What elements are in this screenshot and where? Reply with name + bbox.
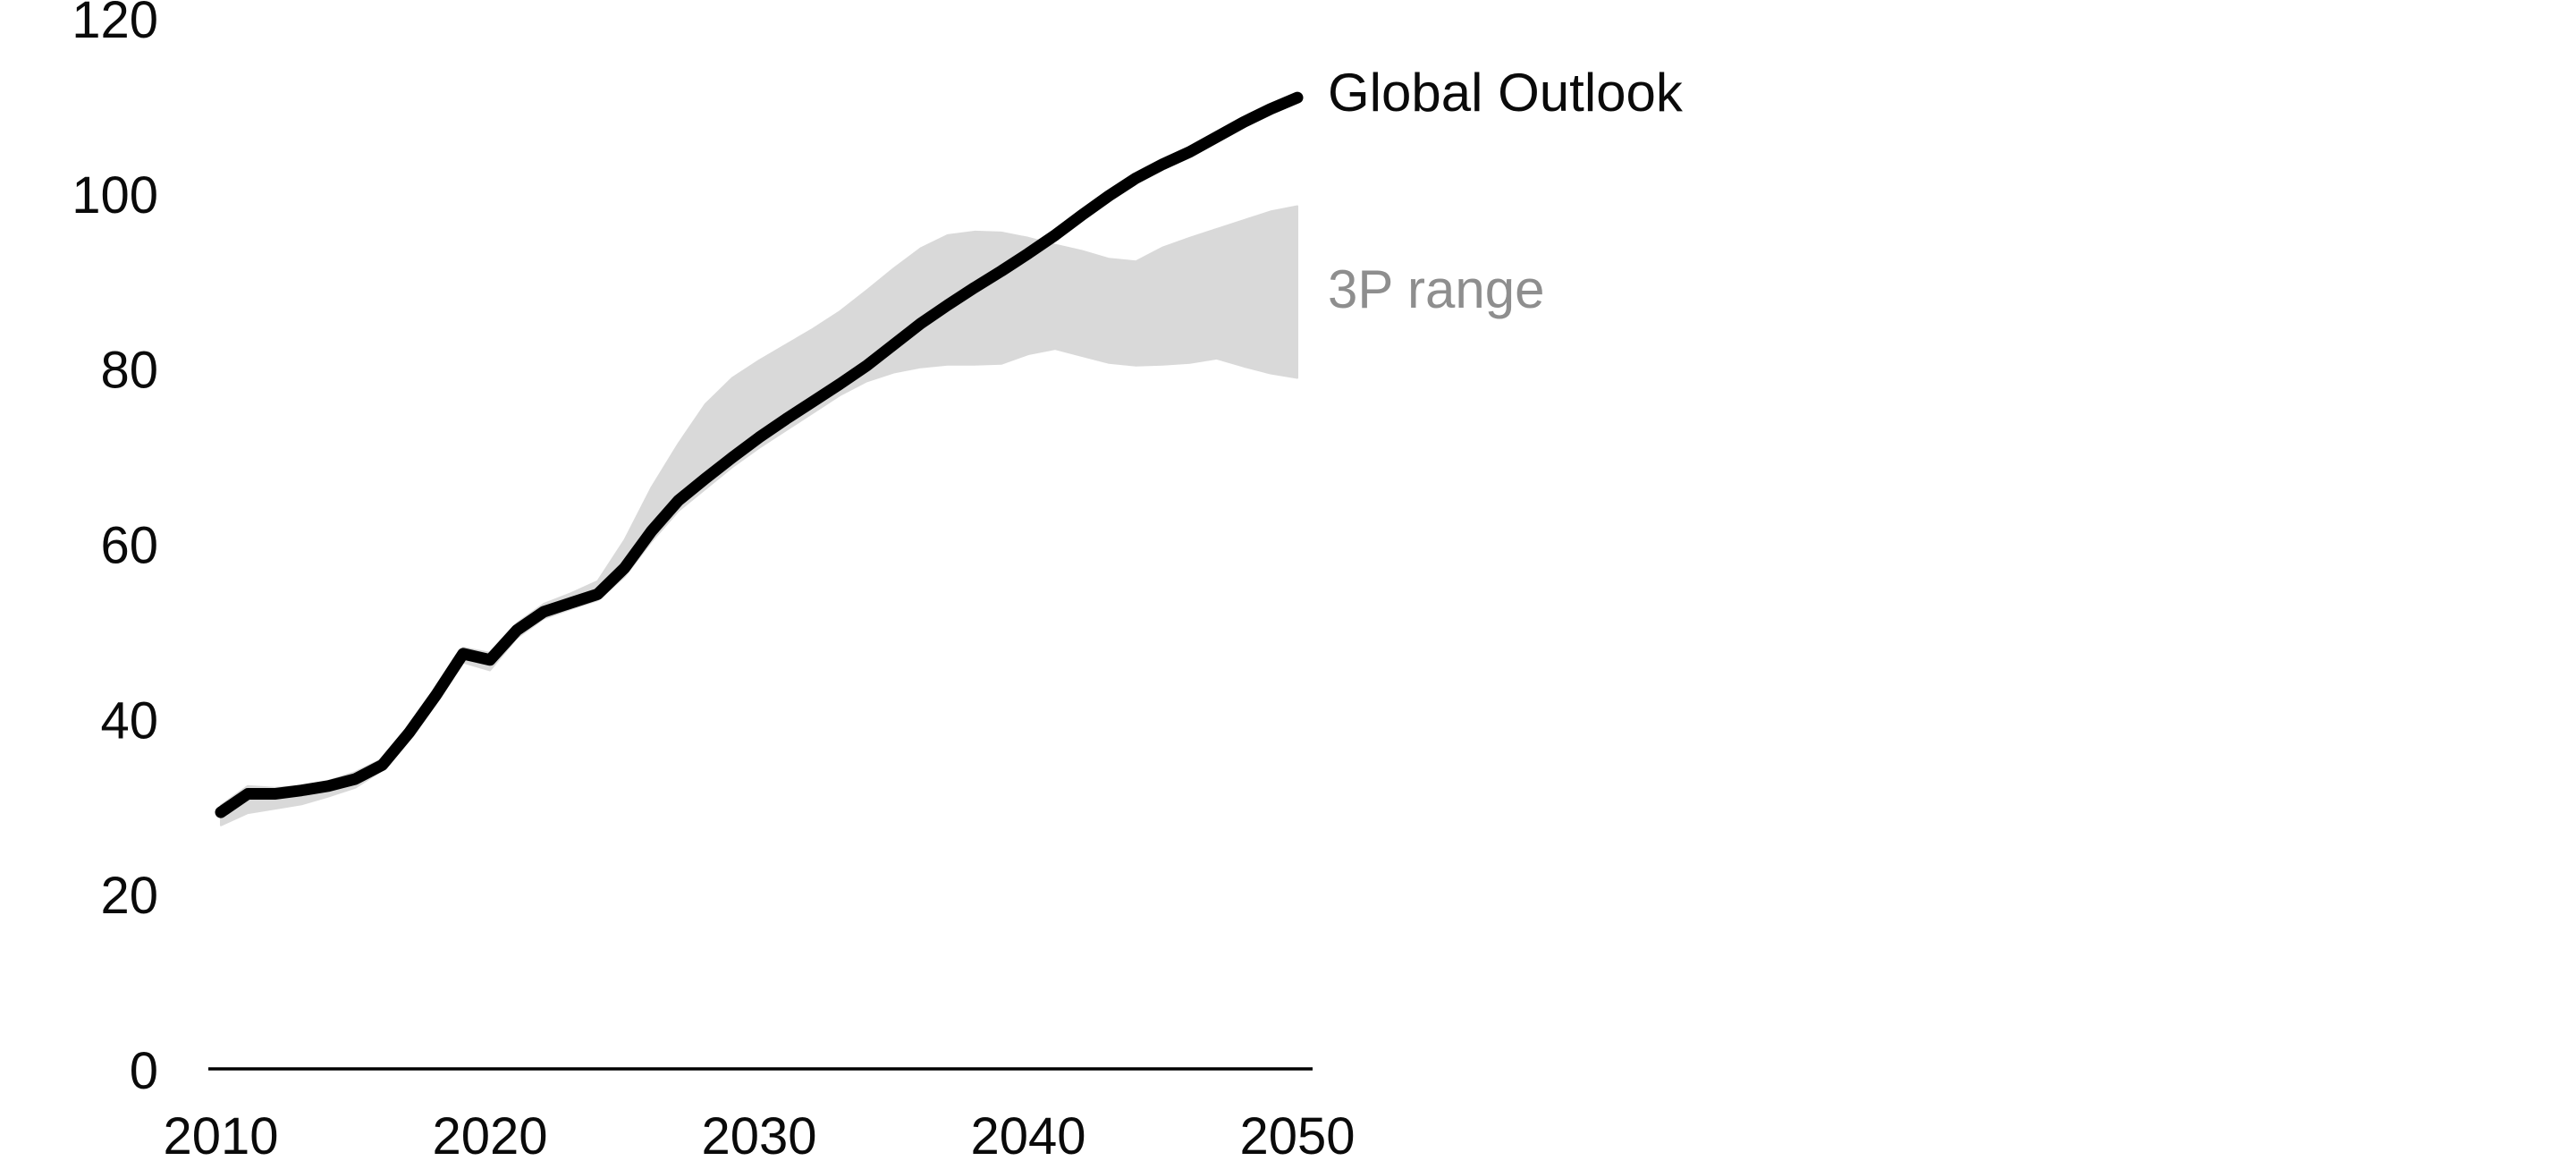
- y-tick-label-20: 20: [100, 867, 158, 925]
- x-tick-label-2010: 2010: [163, 1107, 278, 1161]
- x-tick-label-2040: 2040: [970, 1107, 1085, 1161]
- y-tick-label-0: 0: [130, 1042, 158, 1100]
- y-tick-label-60: 60: [100, 516, 158, 574]
- y-tick-label-120: 120: [72, 0, 158, 49]
- band-3p-range: [220, 205, 1298, 826]
- y-tick-label-100: 100: [72, 166, 158, 225]
- series-label-3p-range: 3P range: [1328, 259, 1545, 319]
- x-tick-label-2020: 2020: [432, 1107, 547, 1161]
- x-tick-label-2030: 2030: [701, 1107, 816, 1161]
- y-tick-label-40: 40: [100, 691, 158, 750]
- y-tick-label-80: 80: [100, 342, 158, 400]
- line-global-outlook: [215, 91, 1304, 818]
- series-label-global-outlook: Global Outlook: [1328, 63, 1683, 123]
- x-tick-label-2050: 2050: [1239, 1107, 1355, 1161]
